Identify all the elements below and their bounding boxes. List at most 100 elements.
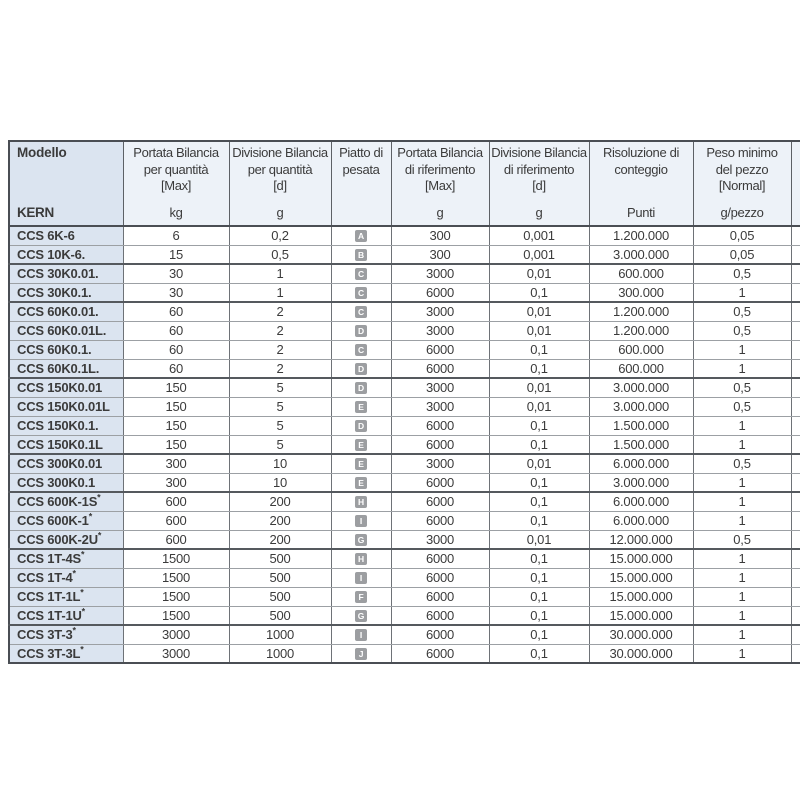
model-cell: CCS 150K0.1L <box>8 434 124 455</box>
capacity_kg-cell: 300 <box>122 453 230 474</box>
capacity_kg-cell: 3000 <box>122 624 230 645</box>
counting_resolution-cell: 600.000 <box>588 358 694 379</box>
ref_capacity_g-cell: 6000 <box>390 624 490 645</box>
cutoff-cell <box>790 358 800 379</box>
division_g-cell: 5 <box>228 434 332 455</box>
plate-cell: G <box>330 529 392 550</box>
model-cell: CCS 150K0.01 <box>8 377 124 398</box>
cutoff-cell <box>790 472 800 493</box>
table-row: CCS 150K0.01L 150 5 E 3000 0,01 3.000.000 0,5 <box>8 396 800 417</box>
counting_resolution-cell: 3.000.000 <box>588 244 694 265</box>
cutoff-cell <box>790 586 800 607</box>
plate-cell: C <box>330 282 392 303</box>
ref_capacity_g-cell: 6000 <box>390 282 490 303</box>
division_g-cell: 0,5 <box>228 244 332 265</box>
ref_capacity_g-cell: 6000 <box>390 586 490 607</box>
capacity_kg-cell: 60 <box>122 339 230 360</box>
ref_capacity_g-cell: 6000 <box>390 491 490 512</box>
header-row: Modello KERN Portata Bilancia per quantità[… <box>8 140 800 227</box>
cutoff-cell <box>790 491 800 512</box>
cutoff-cell <box>790 434 800 455</box>
division_g-cell: 1 <box>228 263 332 284</box>
model-cell: CCS 6K-6 <box>8 225 124 246</box>
model-cell: CCS 300K0.1 <box>8 472 124 493</box>
plate-cell: F <box>330 586 392 607</box>
min_piece_weight-cell: 0,05 <box>692 244 792 265</box>
table-header: Modello KERN Portata Bilancia per quantità[… <box>8 140 800 227</box>
min_piece_weight-cell: 1 <box>692 434 792 455</box>
cutoff-cell <box>790 396 800 417</box>
min_piece_weight-cell: 1 <box>692 605 792 626</box>
cutoff-cell <box>790 263 800 284</box>
plate-letter-badge: E <box>355 438 367 451</box>
plate-cell: E <box>330 434 392 455</box>
table-row: CCS 3T-3* 3000 1000 I 6000 0,1 30.000.000 1 <box>8 624 800 645</box>
min_piece_weight-cell: 1 <box>692 472 792 493</box>
capacity_kg-cell: 150 <box>122 377 230 398</box>
cutoff-cell <box>790 377 800 398</box>
plate-cell: D <box>330 358 392 379</box>
cutoff-cell <box>790 282 800 303</box>
ref_capacity_g-cell: 3000 <box>390 396 490 417</box>
division_g-cell: 200 <box>228 529 332 550</box>
min_piece_weight-cell: 0,5 <box>692 320 792 341</box>
capacity_kg-cell: 600 <box>122 491 230 512</box>
model-cell: CCS 3T-3L* <box>8 643 124 664</box>
model-cell: CCS 3T-3* <box>8 624 124 645</box>
min_piece_weight-cell: 1 <box>692 586 792 607</box>
ref_division_g-cell: 0,1 <box>488 567 590 588</box>
column-title: Modello <box>17 145 67 160</box>
min_piece_weight-cell: 0,5 <box>692 453 792 474</box>
ref_division_g-cell: 0,1 <box>488 586 590 607</box>
plate-letter-badge: E <box>355 476 367 489</box>
ref_division_g-cell: 0,1 <box>488 472 590 493</box>
capacity_kg-cell: 6 <box>122 225 230 246</box>
cutoff-cell <box>790 510 800 531</box>
capacity_kg-cell: 3000 <box>122 643 230 664</box>
column-header-divisione-riferimento: Divisione Bilancia di riferimento [d] g <box>488 140 590 227</box>
division_g-cell: 10 <box>228 472 332 493</box>
plate-letter-badge: C <box>355 344 367 356</box>
ref_division_g-cell: 0,1 <box>488 491 590 512</box>
table-row: CCS 1T-1L* 1500 500 F 6000 0,1 15.000.000 1 <box>8 586 800 607</box>
table-row: CCS 60K0.1. 60 2 C 6000 0,1 600.000 1 <box>8 339 800 360</box>
plate-letter-badge: C <box>355 268 367 281</box>
ref_division_g-cell: 0,1 <box>488 510 590 531</box>
plate-cell: A <box>330 225 392 246</box>
cutoff-cell <box>790 244 800 265</box>
capacity_kg-cell: 150 <box>122 396 230 417</box>
counting_resolution-cell: 600.000 <box>588 263 694 284</box>
model-cell: CCS 600K-1S* <box>8 491 124 512</box>
division_g-cell: 5 <box>228 377 332 398</box>
table-row: CCS 1T-1U* 1500 500 G 6000 0,1 15.000.000 1 <box>8 605 800 626</box>
ref_capacity_g-cell: 3000 <box>390 377 490 398</box>
ref_division_g-cell: 0,1 <box>488 434 590 455</box>
plate-letter-badge: I <box>355 515 367 527</box>
model-cell: CCS 30K0.1. <box>8 282 124 303</box>
plate-letter-badge: G <box>355 533 367 546</box>
model-cell: CCS 600K-2U* <box>8 529 124 550</box>
plate-cell: C <box>330 301 392 322</box>
counting_resolution-cell: 30.000.000 <box>588 643 694 664</box>
column-title: Risoluzione di conteggio <box>602 145 680 177</box>
capacity_kg-cell: 1500 <box>122 586 230 607</box>
ref_capacity_g-cell: 3000 <box>390 301 490 322</box>
plate-letter-badge: C <box>355 306 367 319</box>
counting_resolution-cell: 15.000.000 <box>588 586 694 607</box>
table-row: CCS 10K-6. 15 0,5 B 300 0,001 3.000.000 0,05 <box>8 244 800 265</box>
table-row: CCS 60K0.1L. 60 2 D 6000 0,1 600.000 1 <box>8 358 800 379</box>
plate-letter-badge: D <box>355 325 367 337</box>
column-unit: g/pezzo <box>720 204 764 220</box>
min_piece_weight-cell: 1 <box>692 358 792 379</box>
plate-letter-badge: C <box>355 286 367 299</box>
capacity_kg-cell: 150 <box>122 415 230 436</box>
cutoff-cell <box>790 301 800 322</box>
ref_division_g-cell: 0,01 <box>488 320 590 341</box>
ref_division_g-cell: 0,01 <box>488 377 590 398</box>
capacity_kg-cell: 600 <box>122 529 230 550</box>
model-cell: CCS 300K0.01 <box>8 453 124 474</box>
plate-cell: C <box>330 263 392 284</box>
ref_capacity_g-cell: 6000 <box>390 358 490 379</box>
plate-letter-badge: A <box>355 230 367 243</box>
counting_resolution-cell: 6.000.000 <box>588 510 694 531</box>
